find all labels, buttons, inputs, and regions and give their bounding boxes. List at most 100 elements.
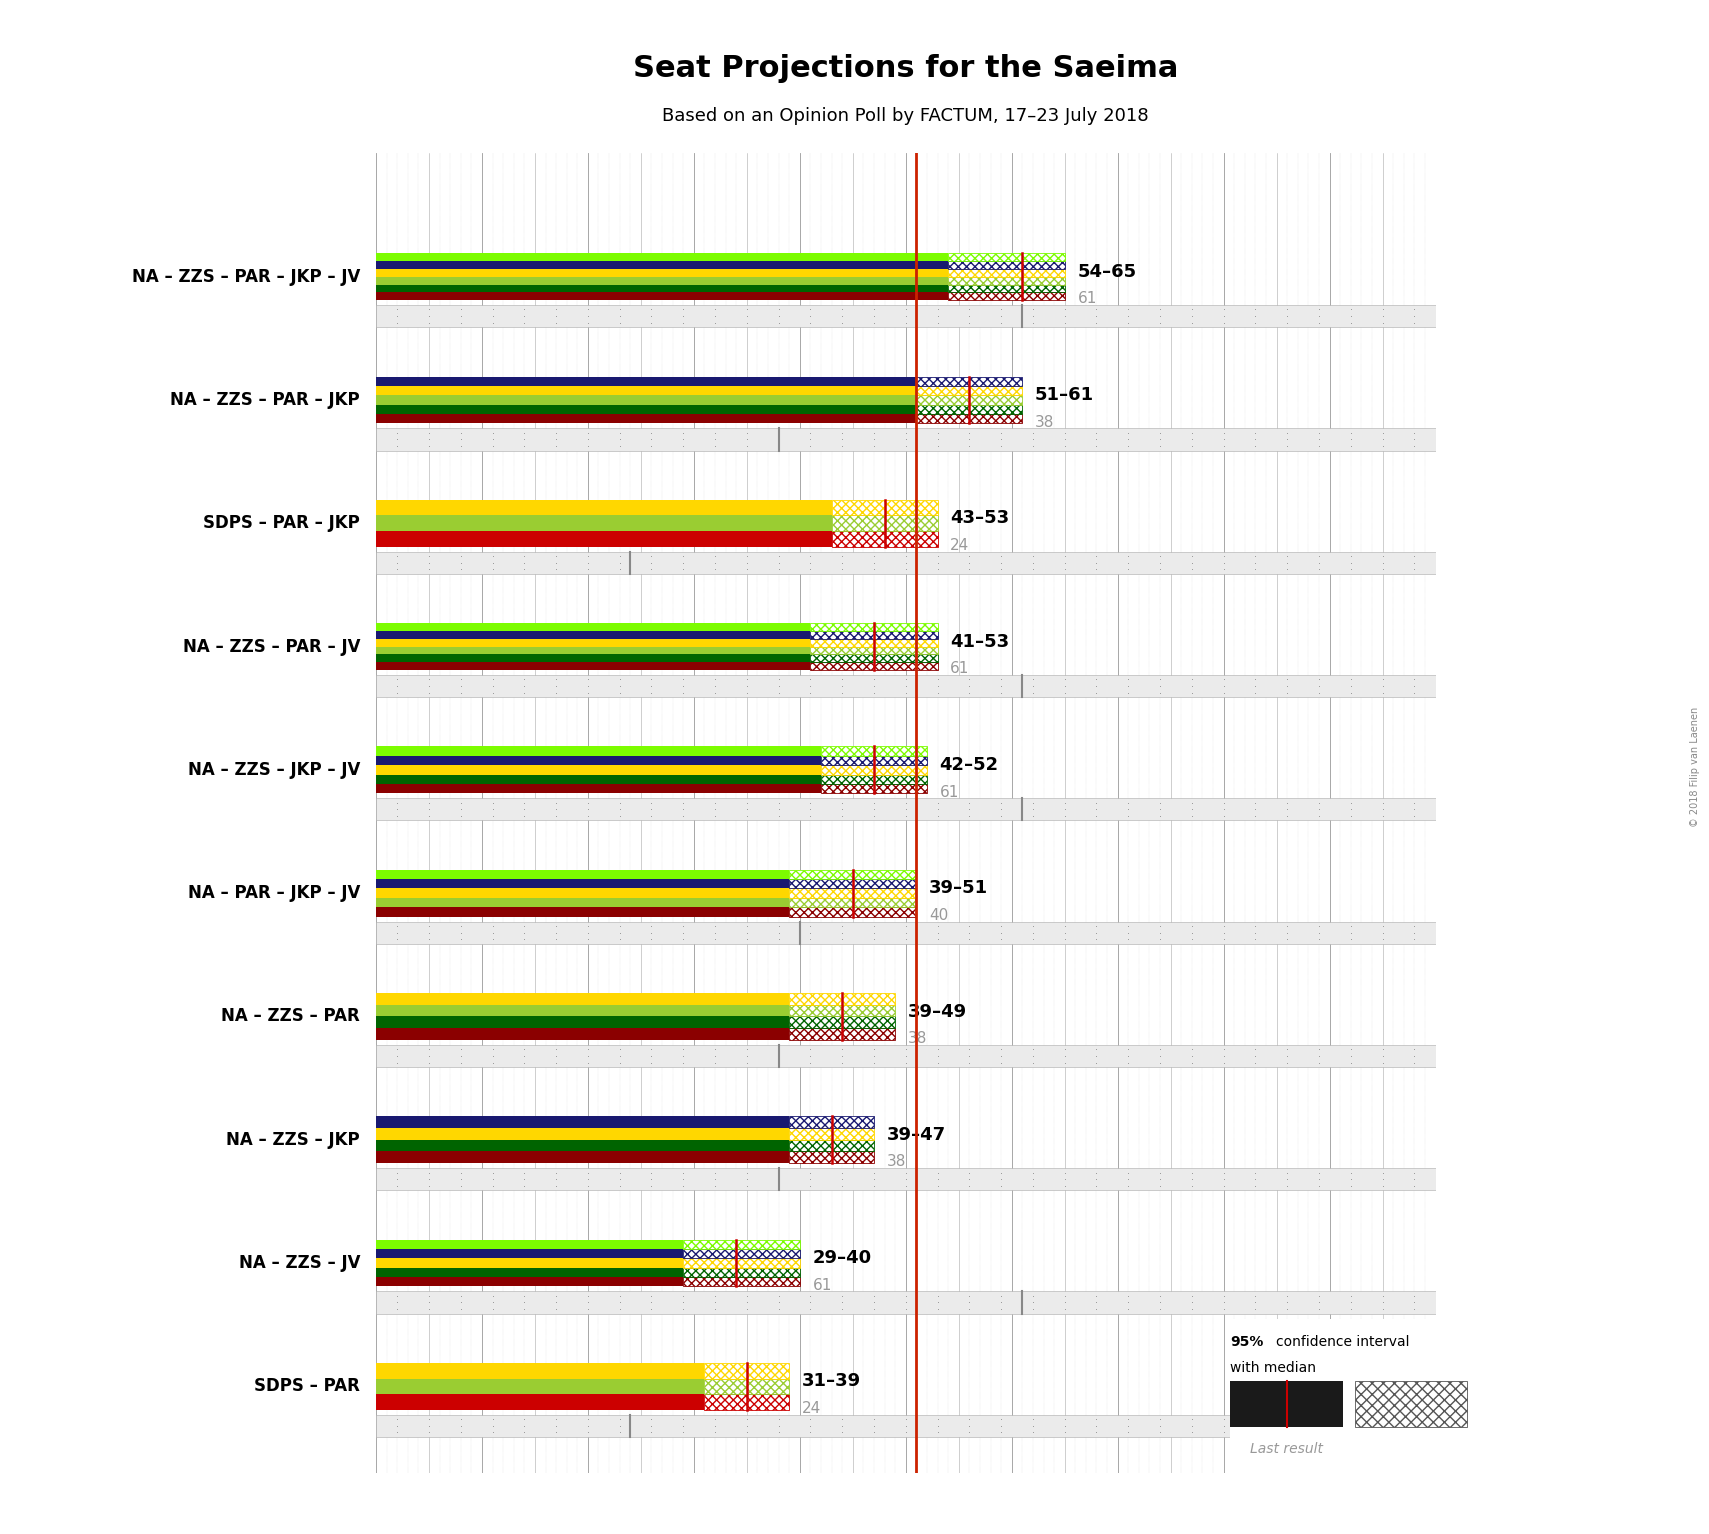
Bar: [948, 293, 1065, 301]
Bar: [810, 638, 938, 646]
Bar: [376, 897, 790, 907]
Text: NA – ZZS – JV: NA – ZZS – JV: [239, 1253, 361, 1272]
Bar: [820, 747, 926, 756]
Text: 54–65: 54–65: [1077, 262, 1136, 281]
Text: NA – ZZS – PAR – JV: NA – ZZS – PAR – JV: [183, 638, 361, 655]
Text: SDPS – PAR – JKP: SDPS – PAR – JKP: [203, 514, 361, 532]
Bar: [376, 1117, 790, 1127]
Bar: [832, 531, 938, 546]
Bar: [376, 305, 1436, 327]
Bar: [684, 1267, 800, 1278]
Text: with median: with median: [1230, 1362, 1316, 1376]
Text: Based on an Opinion Poll by FACTUM, 17–23 July 2018: Based on an Opinion Poll by FACTUM, 17–2…: [663, 107, 1148, 126]
Text: 31–39: 31–39: [802, 1373, 861, 1390]
Bar: [376, 405, 916, 414]
Bar: [948, 253, 1065, 261]
Bar: [376, 798, 1436, 821]
Bar: [376, 907, 790, 917]
Bar: [376, 888, 790, 897]
Text: 24: 24: [802, 1401, 822, 1416]
Text: NA – PAR – JKP – JV: NA – PAR – JKP – JV: [188, 884, 361, 902]
Bar: [832, 500, 938, 515]
Text: NA – ZZS – JKP – JV: NA – ZZS – JKP – JV: [188, 761, 361, 779]
Bar: [916, 396, 1022, 405]
Text: 42–52: 42–52: [940, 756, 998, 775]
Bar: [376, 765, 820, 775]
Bar: [376, 992, 790, 1005]
Bar: [916, 396, 1022, 405]
Bar: [790, 1127, 873, 1140]
Bar: [948, 261, 1065, 268]
Text: 24: 24: [950, 538, 969, 552]
Bar: [376, 293, 948, 301]
Bar: [790, 992, 896, 1005]
Text: 61: 61: [812, 1278, 832, 1293]
Bar: [820, 756, 926, 765]
Text: Last result: Last result: [1251, 1442, 1323, 1456]
Text: 38: 38: [907, 1031, 928, 1046]
Bar: [376, 1362, 704, 1379]
Text: SDPS – PAR: SDPS – PAR: [255, 1378, 361, 1396]
Bar: [790, 1017, 896, 1028]
Bar: [790, 1152, 873, 1163]
Bar: [376, 531, 832, 546]
Bar: [704, 1379, 790, 1394]
Bar: [810, 623, 938, 630]
Bar: [376, 261, 948, 268]
Bar: [376, 268, 948, 276]
Bar: [684, 1249, 800, 1258]
Bar: [916, 405, 1022, 414]
Bar: [376, 630, 810, 638]
Bar: [684, 1278, 800, 1287]
Bar: [684, 1258, 800, 1267]
Bar: [790, 907, 916, 917]
Text: 38: 38: [1036, 414, 1054, 430]
Text: NA – ZZS – PAR – JKP: NA – ZZS – PAR – JKP: [171, 391, 361, 410]
Bar: [376, 1249, 684, 1258]
Bar: [790, 907, 916, 917]
Bar: [684, 1239, 800, 1249]
Bar: [376, 1028, 790, 1040]
Bar: [820, 775, 926, 784]
Bar: [704, 1362, 790, 1379]
Text: 43–53: 43–53: [950, 509, 1010, 528]
Bar: [376, 784, 820, 793]
Bar: [948, 284, 1065, 293]
Bar: [376, 623, 810, 630]
Bar: [376, 1394, 704, 1410]
Bar: [916, 376, 1022, 387]
Bar: [790, 992, 896, 1005]
Bar: [948, 284, 1065, 293]
Bar: [1230, 1381, 1343, 1427]
Text: 41–53: 41–53: [950, 632, 1010, 650]
Bar: [948, 276, 1065, 284]
Bar: [376, 655, 810, 663]
Bar: [704, 1394, 790, 1410]
Bar: [376, 1127, 790, 1140]
Bar: [376, 414, 916, 423]
Bar: [704, 1362, 790, 1379]
Bar: [948, 268, 1065, 276]
Text: 40: 40: [930, 908, 948, 923]
Bar: [810, 655, 938, 663]
Bar: [684, 1278, 800, 1287]
Bar: [376, 663, 810, 670]
Bar: [820, 747, 926, 756]
Bar: [820, 784, 926, 793]
Bar: [704, 1379, 790, 1394]
Bar: [810, 663, 938, 670]
Bar: [684, 1267, 800, 1278]
Bar: [790, 1005, 896, 1017]
Bar: [790, 1152, 873, 1163]
Bar: [790, 1140, 873, 1152]
Bar: [376, 552, 1436, 574]
Bar: [820, 756, 926, 765]
Text: 51–61: 51–61: [1036, 387, 1094, 403]
Text: NA – ZZS – PAR – JKP – JV: NA – ZZS – PAR – JKP – JV: [132, 268, 361, 285]
Bar: [376, 253, 948, 261]
Bar: [810, 638, 938, 646]
Bar: [810, 646, 938, 655]
Bar: [790, 1028, 896, 1040]
Bar: [790, 870, 916, 879]
Bar: [376, 396, 916, 405]
